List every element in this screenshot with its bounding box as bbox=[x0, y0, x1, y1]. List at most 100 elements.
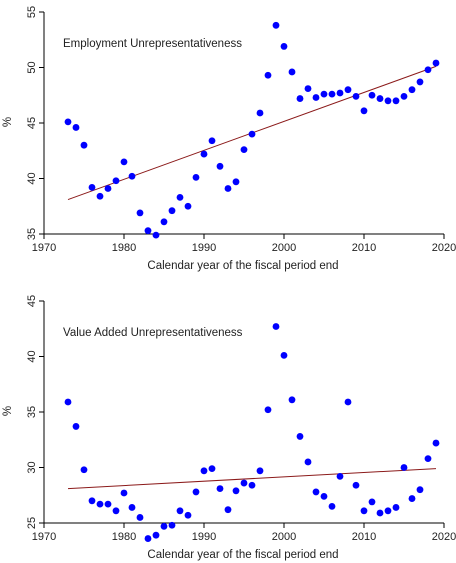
data-point bbox=[272, 323, 280, 330]
data-point bbox=[424, 66, 432, 74]
data-point bbox=[80, 466, 88, 474]
data-point bbox=[176, 507, 184, 515]
data-point bbox=[328, 502, 336, 510]
data-point bbox=[128, 172, 136, 180]
data-point bbox=[232, 487, 240, 495]
data-point bbox=[400, 92, 408, 100]
data-point bbox=[352, 481, 360, 489]
data-point bbox=[248, 130, 256, 138]
x-tick-label: 2020 bbox=[432, 531, 456, 543]
x-tick-label: 1970 bbox=[32, 242, 56, 254]
value-added-panel: Value Added Unrepresentativeness Calenda… bbox=[2, 295, 456, 561]
data-point bbox=[144, 227, 152, 235]
data-point bbox=[80, 141, 88, 149]
data-point bbox=[376, 509, 384, 517]
data-point bbox=[368, 91, 376, 99]
data-point bbox=[312, 488, 320, 496]
data-point bbox=[240, 146, 248, 154]
y-tick-label: 35 bbox=[26, 406, 38, 418]
x-tick-label: 1990 bbox=[192, 531, 216, 543]
data-point bbox=[400, 464, 408, 471]
y-tick-label: 45 bbox=[26, 117, 38, 129]
y-tick-label: 35 bbox=[26, 228, 38, 240]
data-point bbox=[336, 472, 344, 480]
x-axis-label: Calendar year of the fiscal period end bbox=[147, 549, 338, 561]
data-point bbox=[288, 68, 296, 76]
y-axis-label: % bbox=[2, 406, 14, 416]
data-point bbox=[224, 185, 232, 192]
data-point bbox=[112, 177, 120, 185]
data-point bbox=[88, 497, 96, 505]
data-point bbox=[208, 137, 216, 145]
x-tick-label: 2010 bbox=[352, 242, 376, 254]
data-point bbox=[304, 458, 312, 466]
data-point bbox=[192, 488, 200, 496]
data-point bbox=[200, 467, 208, 475]
data-point bbox=[64, 398, 72, 406]
data-point bbox=[408, 86, 416, 94]
data-point bbox=[96, 192, 104, 200]
y-axis-label: % bbox=[2, 117, 14, 127]
data-point bbox=[280, 351, 288, 359]
data-point bbox=[344, 398, 352, 406]
data-point bbox=[248, 481, 256, 489]
data-point bbox=[240, 479, 248, 487]
data-point bbox=[152, 231, 160, 239]
employment-panel: Employment Unrepresentativeness Calendar… bbox=[2, 6, 456, 272]
data-point bbox=[184, 202, 192, 210]
y-tick-label: 25 bbox=[26, 517, 38, 529]
data-point bbox=[320, 492, 328, 500]
data-point bbox=[360, 107, 368, 115]
data-point bbox=[96, 500, 104, 508]
data-point bbox=[296, 433, 304, 440]
data-point bbox=[392, 97, 400, 105]
data-point bbox=[352, 92, 360, 100]
data-point bbox=[336, 89, 344, 97]
panel-annotation: Employment Unrepresentativeness bbox=[63, 38, 242, 50]
data-point bbox=[296, 95, 304, 102]
data-point bbox=[272, 21, 280, 29]
data-point bbox=[72, 124, 80, 131]
data-point bbox=[432, 439, 440, 447]
data-point bbox=[384, 97, 392, 105]
data-point bbox=[208, 465, 216, 473]
x-tick-label: 2000 bbox=[272, 531, 296, 543]
data-point bbox=[264, 71, 272, 79]
data-point bbox=[144, 535, 152, 542]
data-point bbox=[136, 514, 144, 521]
y-tick-label: 55 bbox=[26, 6, 38, 18]
y-tick-label: 40 bbox=[26, 350, 38, 362]
x-tick-label: 1980 bbox=[112, 531, 136, 543]
data-point bbox=[416, 78, 424, 86]
data-point bbox=[152, 531, 160, 539]
data-point bbox=[64, 118, 72, 126]
data-point bbox=[88, 183, 96, 191]
data-point bbox=[280, 43, 288, 50]
data-point bbox=[360, 507, 368, 515]
data-point bbox=[128, 504, 136, 511]
data-point bbox=[384, 507, 392, 515]
x-tick-label: 1980 bbox=[112, 242, 136, 254]
data-point bbox=[416, 486, 424, 494]
data-point bbox=[160, 218, 168, 226]
data-point bbox=[344, 86, 352, 94]
data-point bbox=[216, 162, 224, 170]
data-point bbox=[256, 109, 264, 117]
data-point bbox=[376, 95, 384, 102]
data-point bbox=[104, 500, 112, 508]
y-tick-label: 40 bbox=[26, 172, 38, 184]
data-point bbox=[112, 507, 120, 515]
data-point bbox=[312, 94, 320, 101]
data-point bbox=[120, 158, 128, 166]
data-point bbox=[120, 489, 128, 497]
panel-annotation: Value Added Unrepresentativeness bbox=[63, 327, 243, 339]
y-tick-label: 30 bbox=[26, 461, 38, 473]
data-point bbox=[176, 193, 184, 201]
data-point bbox=[160, 522, 168, 530]
x-tick-label: 2020 bbox=[432, 242, 456, 254]
data-point bbox=[224, 506, 232, 514]
data-point bbox=[264, 406, 272, 414]
data-point bbox=[328, 90, 336, 98]
data-point bbox=[216, 485, 224, 492]
